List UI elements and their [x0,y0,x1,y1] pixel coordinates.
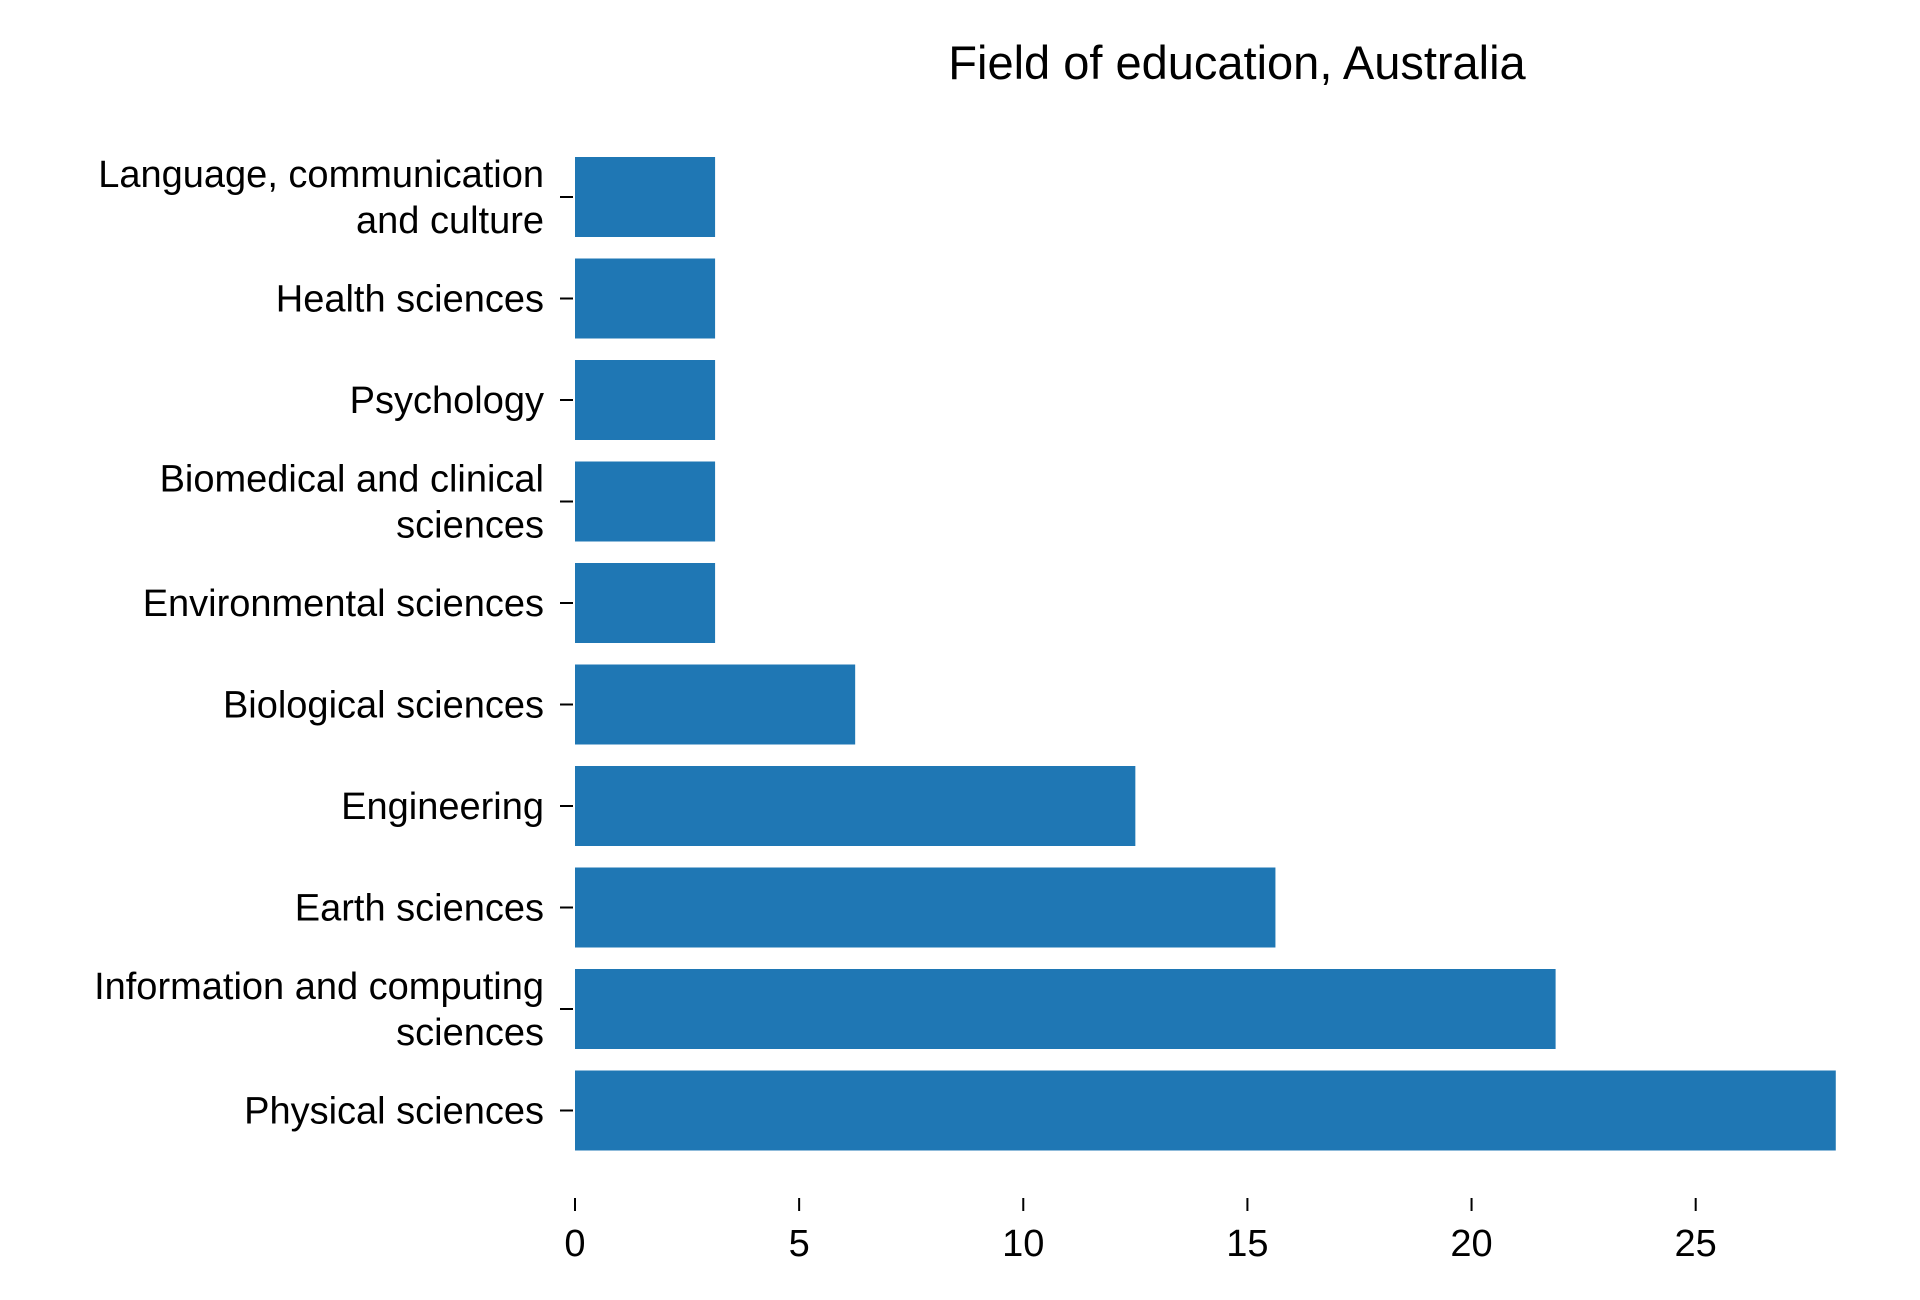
x-tick-label: 25 [1675,1223,1717,1265]
bar-information-and-computing-sciences [575,969,1556,1049]
bar-biological-sciences [575,664,856,745]
bar-engineering [575,766,1136,846]
y-tick-label: Biological sciences [223,685,544,727]
y-tick-label: Engineering [341,786,544,828]
y-tick-label: Health sciences [276,279,544,321]
chart-title: Field of education, Australia [948,36,1526,89]
bar-health-sciences [575,258,716,339]
x-tick-label: 20 [1450,1223,1492,1265]
bar-physical-sciences [575,1070,1836,1151]
bars-group [575,157,1836,1151]
y-tick-label: Language, communication and culture [98,154,544,242]
y-axis: Language, communication and culture Health… [94,154,573,1133]
bar-biomedical-and-clinical-sciences [575,461,716,542]
x-tick-label: 15 [1226,1223,1268,1265]
bar-environmental-sciences [575,563,716,643]
y-tick-label: Psychology [350,380,544,422]
x-tick-label: 5 [789,1223,810,1265]
x-axis: 0 5 10 15 20 25 [564,1198,1717,1265]
y-tick-label: Biomedical and clinical sciences [160,459,544,547]
bar-earth-sciences [575,867,1276,948]
x-tick-label: 0 [564,1223,585,1265]
y-tick-label: Environmental sciences [143,583,544,625]
bar-language-communication-and-culture [575,157,716,237]
y-tick-label: Physical sciences [244,1091,544,1133]
x-tick-label: 10 [1002,1223,1044,1265]
bar-psychology [575,360,716,440]
y-tick-label: Earth sciences [295,888,544,930]
y-tick-label: Information and computing sciences [94,966,544,1054]
